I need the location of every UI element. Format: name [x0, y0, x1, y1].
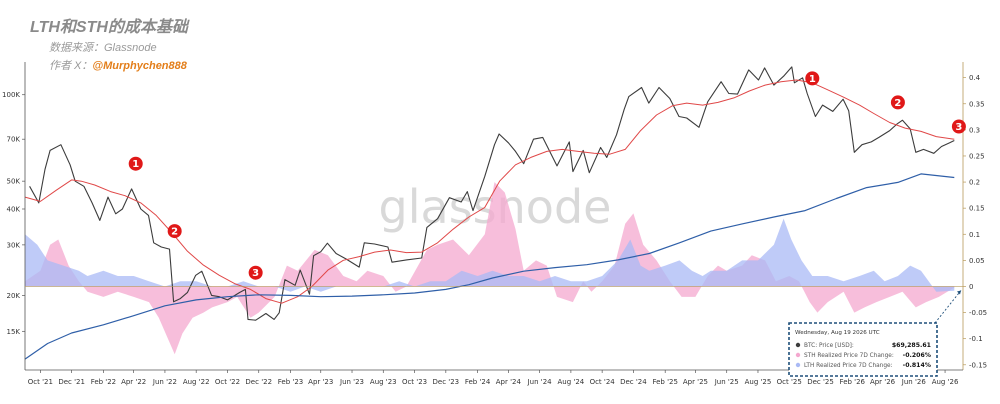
x-tick-label: Aug '23	[370, 378, 397, 386]
marker-3-circle	[248, 265, 263, 280]
sth-realized-price-7d-change-area	[25, 182, 955, 355]
marker-1-circle	[128, 156, 143, 171]
x-tick-label: Apr '24	[496, 378, 522, 386]
x-tick-label: Oct '25	[777, 378, 802, 386]
y-left-tick-label: 100K	[2, 91, 20, 99]
tooltip-row-label: LTH Realized Price 7D Change:	[804, 363, 893, 369]
x-tick-label: Aug '24	[558, 378, 585, 386]
y-right-tick-label: 0.15	[969, 205, 985, 213]
y-right-tick-label: 0.3	[969, 126, 980, 134]
x-tick-label: Aug '22	[183, 378, 210, 386]
marker-2-label: 2	[894, 98, 901, 109]
y-left-tick-label: 15K	[7, 328, 21, 336]
y-left-tick-label: 70K	[7, 136, 21, 144]
chart-title: LTH和STH的成本基础	[30, 19, 188, 36]
x-tick-label: Jun '22	[152, 378, 177, 386]
x-tick-label: Feb '25	[652, 378, 677, 386]
x-tick-label: Dec '22	[245, 378, 272, 386]
author-handle: @Murphychen888	[92, 60, 187, 72]
tooltip-row-label: BTC: Price [USD]:	[804, 343, 854, 349]
marker-2-label: 2	[171, 227, 178, 238]
y-left-tick-label: 40K	[7, 205, 21, 213]
y-right-tick-label: 0.1	[969, 231, 980, 239]
x-tick-label: Feb '26	[840, 378, 866, 386]
x-tick-label: Oct '24	[590, 378, 616, 386]
marker-3-label: 3	[252, 268, 259, 279]
y-right-tick-label: 0.35	[969, 100, 985, 108]
author-line: 作者 X：@Murphychen888	[49, 57, 187, 73]
tooltip-row-value: $69,285.61	[892, 342, 931, 349]
y-right-tick-label: 0.4	[969, 74, 981, 82]
marker-3-label: 3	[955, 122, 962, 133]
x-tick-label: Dec '23	[433, 378, 460, 386]
tooltip-row-dot	[795, 352, 801, 358]
x-tick-label: Jun '23	[339, 378, 364, 386]
y-left-tick-label: 20K	[7, 292, 21, 300]
x-tick-label: Jun '24	[527, 378, 553, 386]
y-right-tick-label: 0	[969, 283, 973, 291]
tooltip-pointer	[934, 290, 962, 324]
x-tick-label: Dec '25	[807, 378, 834, 386]
x-tick-label: Oct '22	[215, 378, 240, 386]
x-tick-label: Aug '26	[932, 378, 959, 386]
y-left-tick-label: 30K	[7, 241, 21, 249]
tooltip-box	[788, 322, 938, 377]
x-tick-label: Apr '23	[308, 378, 333, 386]
data-source: 数据来源：Glassnode	[49, 42, 157, 54]
x-tick-label: Apr '26	[870, 378, 896, 386]
y-right-tick-label: -0.1	[969, 335, 983, 343]
y-right-tick-label: -0.05	[969, 309, 987, 317]
marker-1-label: 1	[809, 74, 816, 85]
y-right-tick-label: 0.2	[969, 179, 980, 187]
x-tick-label: Feb '23	[278, 378, 303, 386]
x-tick-label: Jun '26	[901, 378, 927, 386]
x-tick-label: Dec '21	[58, 378, 85, 386]
marker-3-circle	[951, 119, 966, 134]
y-right-tick-label: 0.25	[969, 152, 985, 160]
tooltip-row-label: STH Realized Price 7D Change:	[804, 353, 894, 359]
x-tick-label: Dec '24	[620, 378, 647, 386]
y-left-tick-label: 50K	[7, 178, 21, 186]
btc-price-usd-line	[29, 66, 955, 321]
tooltip-row-dot	[795, 362, 801, 368]
tooltip-row-dot	[795, 342, 801, 348]
x-tick-label: Jun '25	[714, 378, 739, 386]
lth-realized-price-line	[24, 173, 955, 360]
x-tick-label: Oct '21	[28, 378, 53, 386]
marker-1-label: 1	[132, 159, 139, 170]
x-tick-label: Apr '25	[683, 378, 708, 386]
tooltip-pointer-arrow	[957, 290, 961, 295]
lth-realized-price-7d-change-area	[25, 218, 955, 292]
x-tick-label: Oct '23	[402, 378, 427, 386]
marker-1-circle	[805, 71, 820, 86]
author-prefix: 作者 X：	[49, 60, 93, 72]
x-tick-label: Feb '22	[91, 378, 116, 386]
tooltip-row-value: -0.206%	[903, 352, 931, 359]
marker-2-circle	[167, 224, 182, 239]
tooltip-row-value: -0.814%	[903, 362, 931, 369]
tooltip-date: Wednesday, Aug 19 2026 UTC	[795, 330, 880, 336]
x-tick-label: Apr '22	[121, 378, 146, 386]
x-tick-label: Aug '25	[745, 378, 772, 386]
y-right-tick-label: 0.05	[969, 257, 985, 265]
marker-2-circle	[890, 95, 905, 110]
y-right-tick-label: -0.15	[969, 361, 987, 369]
x-tick-label: Feb '24	[465, 378, 491, 386]
